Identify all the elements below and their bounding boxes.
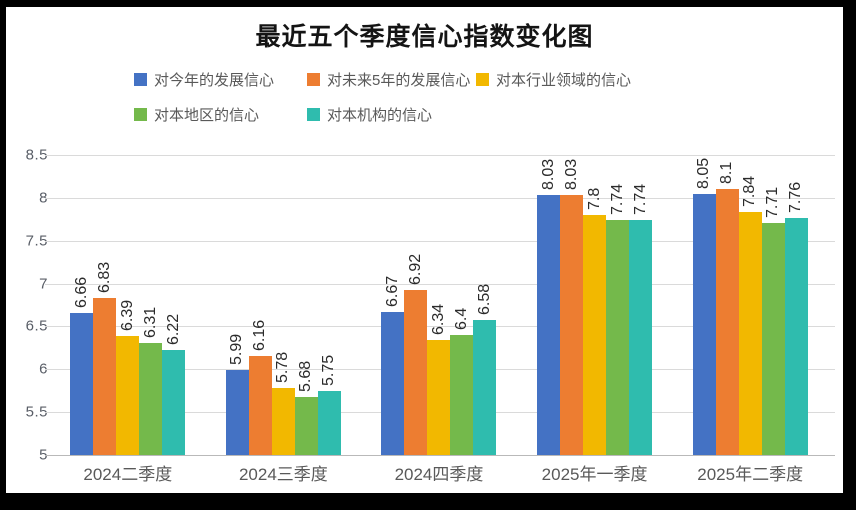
bar-series-2: 7.84 — [738, 175, 762, 455]
legend-color-swatch — [307, 73, 320, 86]
bar-series-1: 6.92 — [404, 254, 428, 455]
legend-item: 对本机构的信心 — [307, 104, 476, 125]
legend-item: 对未来5年的发展信心 — [307, 69, 476, 90]
gridline — [45, 283, 835, 285]
bar-value-label: 6.58 — [475, 283, 493, 315]
bar-series-3: 7.71 — [761, 187, 785, 455]
bar-group: 8.05 8.1 7.84 7.71 7.76 — [672, 155, 828, 455]
legend-color-swatch — [134, 108, 147, 121]
chart-canvas: 最近五个季度信心指数变化图 对今年的发展信心 对未来5年的发展信心 对本行业领域的信… — [6, 7, 843, 493]
y-axis-tick-label: 8 — [39, 189, 48, 207]
bar-series-0: 8.05 — [692, 157, 716, 455]
legend-item-label: 对未来5年的发展信心 — [327, 72, 471, 89]
bar-series-1: 8.03 — [560, 159, 584, 455]
bar-value-label: 6.34 — [429, 304, 447, 336]
bar-value-label: 6.4 — [452, 307, 470, 330]
legend-item: 对本地区的信心 — [134, 104, 307, 125]
legend-color-swatch — [134, 73, 147, 86]
y-axis-tick-label: 7 — [39, 275, 48, 293]
legend-item-label: 对本行业领域的信心 — [496, 72, 632, 89]
y-axis-tick-label: 8.5 — [25, 146, 48, 164]
bar-value-label: 8.03 — [562, 159, 580, 191]
bar-series-3: 6.4 — [450, 308, 474, 455]
x-axis-line — [45, 455, 835, 456]
bar-value-label: 7.74 — [631, 184, 649, 216]
bar-value-label: 5.99 — [228, 334, 246, 366]
bar-series-4: 7.74 — [629, 184, 653, 455]
legend-item-label: 对本地区的信心 — [154, 107, 260, 124]
legend-item-label: 对今年的发展信心 — [154, 72, 275, 89]
x-axis-category-label: 2025年二季度 — [697, 465, 804, 484]
x-axis-category-label: 2025年一季度 — [541, 465, 648, 484]
legend-item: 对本行业领域的信心 — [476, 69, 631, 90]
bar-series-1: 6.83 — [93, 262, 117, 455]
bar-series-0: 6.67 — [381, 276, 405, 455]
legend: 对今年的发展信心 对未来5年的发展信心 对本行业领域的信心对本地区的信心 对本机构的信… — [134, 69, 833, 139]
bar-value-label: 6.92 — [406, 254, 424, 286]
bar-series-3: 5.68 — [294, 361, 318, 455]
gridline — [45, 326, 835, 328]
gridline — [45, 155, 835, 156]
bar-value-label: 8.1 — [718, 162, 736, 185]
bar-series-2: 6.39 — [116, 300, 140, 455]
plot-area: 6.66 6.83 6.39 6.31 6.22 5.99 6.16 5.78 5.68 5.75… — [45, 155, 835, 456]
bar-series-3: 7.74 — [606, 184, 630, 455]
chart-title: 最近五个季度信心指数变化图 — [255, 24, 594, 51]
legend-row: 对今年的发展信心 对未来5年的发展信心 对本行业领域的信心 — [134, 69, 833, 90]
bar-groups: 6.66 6.83 6.39 6.31 6.22 5.99 6.16 5.78 5.68 5.75… — [50, 155, 828, 455]
bar-series-3: 6.31 — [139, 307, 163, 455]
bar-value-label: 5.68 — [297, 360, 315, 392]
bar-series-1: 8.1 — [715, 162, 739, 455]
bar-value-label: 8.05 — [695, 157, 713, 189]
x-axis: 2024二季度 2024三季度 2024四季度 2025年一季度 2025年二季度 — [50, 460, 828, 485]
bar-value-label: 6.22 — [164, 314, 182, 346]
bar-series-4: 7.76 — [784, 182, 808, 455]
bar-value-label: 6.39 — [118, 299, 136, 331]
bar-group: 5.99 6.16 5.78 5.68 5.75 — [206, 155, 362, 455]
bar-value-label: 7.8 — [585, 187, 603, 210]
y-axis-tick-label: 6 — [39, 360, 48, 378]
bar-value-label: 5.78 — [274, 352, 292, 384]
x-axis-category-label: 2024四季度 — [394, 465, 484, 484]
bar-series-0: 6.66 — [70, 277, 94, 455]
bar-series-2: 7.8 — [583, 188, 607, 455]
bar-series-4: 6.58 — [473, 283, 497, 455]
bar-group: 8.03 8.03 7.8 7.74 7.74 — [517, 155, 673, 455]
bar-value-label: 7.76 — [787, 182, 805, 214]
bar-value-label: 6.66 — [72, 276, 90, 308]
x-axis-category-label: 2024二季度 — [83, 465, 173, 484]
legend-item-label: 对本机构的信心 — [327, 107, 433, 124]
bar-value-label: 8.03 — [539, 159, 557, 191]
bar-value-label: 6.83 — [95, 262, 113, 294]
x-axis-category-label: 2024三季度 — [238, 465, 328, 484]
bar-value-label: 7.74 — [608, 184, 626, 216]
y-axis-tick-label: 6.5 — [25, 317, 48, 335]
legend-item: 对今年的发展信心 — [134, 69, 307, 90]
bar-value-label: 6.67 — [383, 275, 401, 307]
bar-series-4: 5.75 — [317, 355, 341, 455]
bar-series-1: 6.16 — [248, 319, 272, 455]
y-axis-tick-label: 7.5 — [25, 232, 48, 250]
bar-group: 6.66 6.83 6.39 6.31 6.22 — [50, 155, 206, 455]
bar-series-0: 8.03 — [537, 159, 561, 455]
bar-value-label: 5.75 — [320, 354, 338, 386]
bar-value-label: 7.84 — [741, 175, 759, 207]
bar-value-label: 6.31 — [141, 306, 159, 338]
legend-color-swatch — [476, 73, 489, 86]
bar-group: 6.67 6.92 6.34 6.4 6.58 — [361, 155, 517, 455]
bar-series-4: 6.22 — [162, 314, 186, 455]
y-axis-tick-label: 5 — [39, 446, 48, 464]
bar-value-label: 6.16 — [251, 319, 269, 351]
gridline — [45, 240, 835, 242]
bar-series-2: 5.78 — [271, 352, 295, 455]
bar-series-0: 5.99 — [225, 334, 249, 455]
gridline — [45, 197, 835, 199]
bar-series-2: 6.34 — [427, 304, 451, 455]
y-axis-tick-label: 5.5 — [25, 403, 48, 421]
legend-color-swatch — [307, 108, 320, 121]
legend-row: 对本地区的信心 对本机构的信心 — [134, 104, 833, 125]
bar-value-label: 7.71 — [764, 186, 782, 218]
y-axis: 8.5 8 7.5 7 6.5 6 5.5 5 — [6, 147, 48, 464]
